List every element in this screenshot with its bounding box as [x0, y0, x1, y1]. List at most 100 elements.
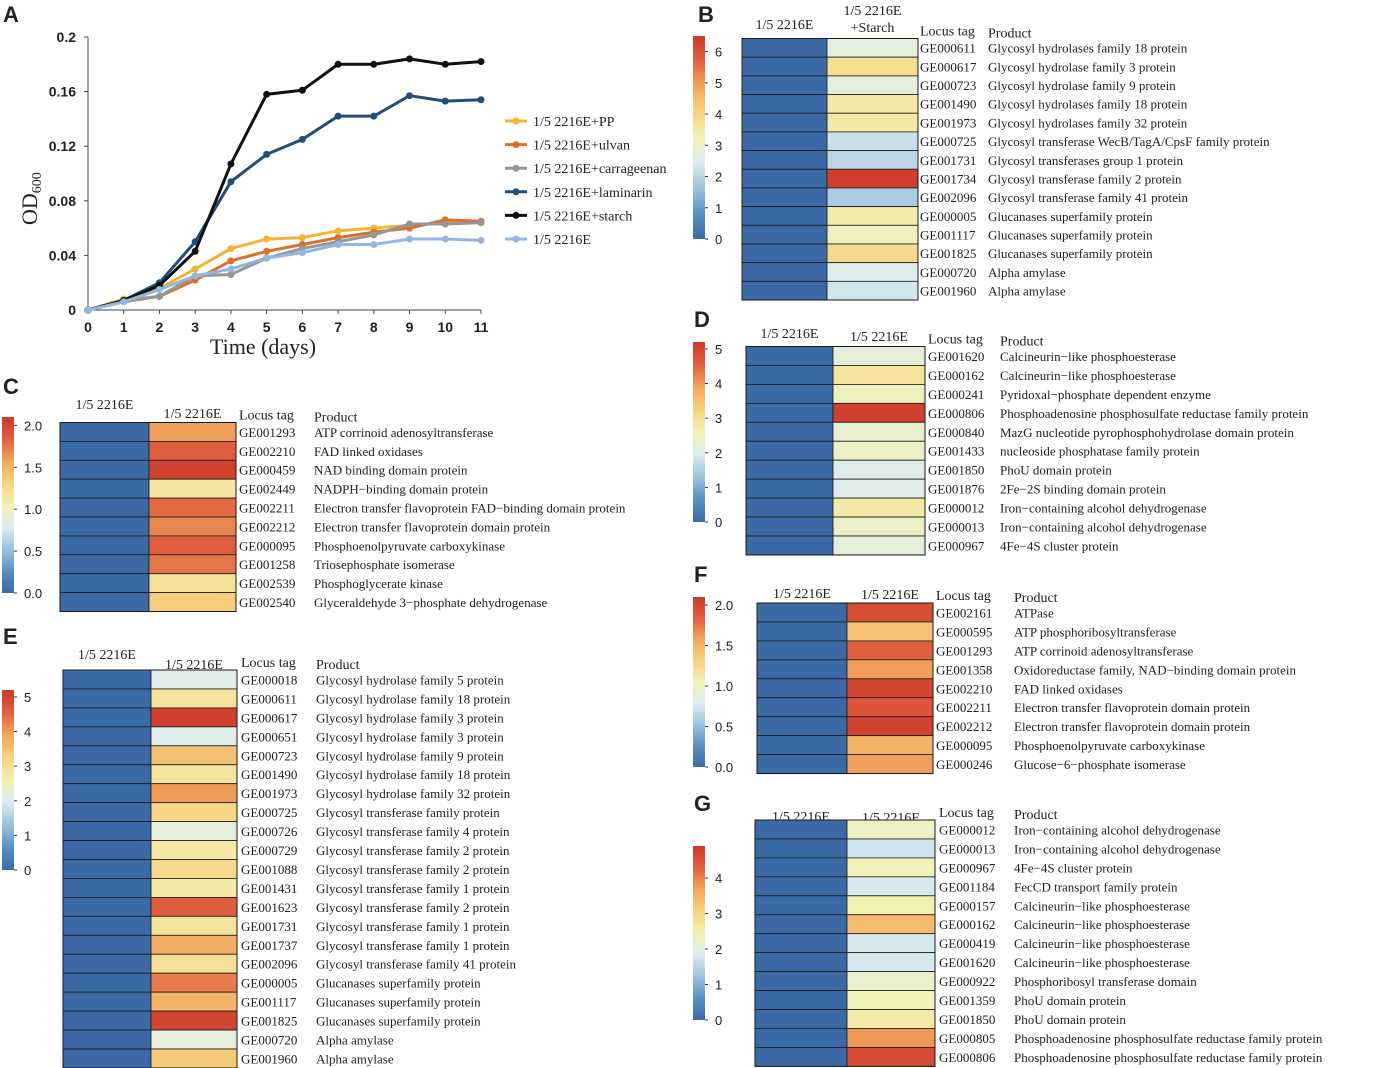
heatmap-cell	[826, 94, 919, 114]
y-tick-label: 0.08	[49, 193, 76, 209]
column-header-treatment-substrate: +Starch	[851, 21, 895, 36]
heatmap-cell	[754, 838, 848, 859]
legend-marker	[512, 141, 520, 149]
data-point	[263, 150, 271, 158]
panel-a: A 0 0.04 0.08 0.12 0.16 0.2 0 1 2 3 4 5 6 7 8 9 10 11 Time …	[3, 2, 666, 359]
heatmap-cell	[832, 535, 926, 556]
y-tick-label: 0.12	[49, 138, 76, 154]
row-product: Glycosyl transferase family 2 protein	[316, 843, 510, 858]
row-locus-tag: GE001620	[939, 955, 995, 970]
row-locus-tag: GE000967	[928, 538, 985, 553]
row-locus-tag: GE001293	[936, 643, 992, 658]
heatmap-cell	[745, 402, 834, 423]
heatmap-cell	[741, 38, 828, 58]
row-locus-tag: GE001184	[939, 879, 995, 894]
data-point	[406, 55, 414, 63]
heatmap-cell	[754, 1047, 848, 1067]
x-tick-label: 7	[334, 319, 342, 335]
data-point	[406, 235, 414, 243]
heatmap-cell	[741, 187, 828, 208]
row-product: Glycosyl transferase family protein	[316, 805, 500, 820]
row-product: NAD binding domain protein	[314, 463, 468, 478]
row-locus-tag: GE000806	[928, 406, 985, 421]
row-product: Phosphoenolpyruvate carboxykinase	[314, 538, 505, 553]
heatmap-cell	[150, 897, 238, 917]
heatmap-cell	[62, 1010, 152, 1031]
heatmap-cell	[62, 934, 152, 955]
row-product: Glycosyl transferase family 2 protein	[988, 171, 1182, 186]
x-tick-label: 3	[191, 319, 199, 335]
heatmap-cell	[846, 735, 934, 756]
row-product: Glycosyl transferase WecB/TagA/CpsF fami…	[988, 134, 1270, 149]
product-header: Product	[1000, 335, 1044, 350]
row-locus-tag: GE001623	[241, 900, 297, 915]
row-product: Pyridoxal−phosphate dependent enzyme	[1000, 387, 1211, 402]
heatmap-cell	[150, 1029, 238, 1050]
row-locus-tag: GE000651	[241, 729, 297, 744]
heatmap-cell	[745, 497, 834, 518]
row-locus-tag: GE001358	[936, 662, 992, 677]
heatmap-cell	[846, 933, 936, 954]
row-product: Phosphoribosyl transferase domain	[1014, 974, 1197, 989]
data-point	[191, 265, 199, 273]
heatmap-cell	[846, 895, 936, 916]
data-point	[406, 220, 414, 228]
row-product: Glycosyl hydrolase family 9 protein	[316, 748, 504, 763]
heatmap-cell	[754, 933, 848, 954]
row-locus-tag: GE000805	[939, 1031, 995, 1046]
heatmap-cell	[754, 857, 848, 878]
heatmap-cell	[756, 678, 848, 699]
row-product: Glycosyl hydrolase family 9 protein	[988, 78, 1176, 93]
row-locus-tag: GE001731	[241, 919, 297, 934]
heatmap-cell	[846, 602, 934, 623]
panel-label-c: C	[3, 374, 19, 399]
row-product: nucleoside phosphatase family protein	[1000, 444, 1200, 459]
color-scale-label: 4	[24, 725, 31, 740]
legend-marker	[512, 117, 520, 125]
heatmap-cell	[59, 459, 150, 480]
column-header-control: 1/5 2216E	[78, 648, 136, 663]
color-scale-label: 0.5	[24, 544, 42, 559]
row-locus-tag: GE000095	[936, 738, 992, 753]
legend-label: 1/5 2216E+PP	[533, 115, 615, 130]
heatmap-cell	[846, 716, 934, 737]
heatmap-cell	[756, 697, 848, 718]
legend-label: 1/5 2216E+laminarin	[533, 186, 653, 201]
heatmap-cell	[150, 953, 238, 974]
row-product: Electron transfer flavoprotein FAD−bindi…	[314, 501, 626, 516]
heatmap-border	[741, 38, 919, 301]
heatmap-cell	[756, 602, 848, 623]
heatmap-cell	[741, 206, 828, 226]
series-2	[84, 219, 485, 314]
legend-label: 1/5 2216E+starch	[533, 209, 632, 224]
heatmap-cell	[150, 840, 238, 860]
row-product: NADPH−binding domain protein	[314, 482, 489, 497]
row-product: MazG nucleotide pyrophosphohydrolase dom…	[1000, 425, 1294, 440]
data-point	[263, 90, 271, 98]
row-product: Glycosyl hydrolase family 5 protein	[316, 672, 504, 687]
data-point	[370, 231, 378, 239]
column-header-control: 1/5 2216E	[756, 18, 814, 33]
heatmap-cell	[826, 243, 919, 264]
data-point	[191, 247, 199, 255]
heatmap-cell	[150, 991, 238, 1012]
row-locus-tag: GE002539	[239, 576, 295, 591]
data-point	[406, 92, 414, 100]
row-locus-tag: GE001490	[241, 767, 297, 782]
row-locus-tag: GE002540	[239, 595, 295, 610]
row-product: Glycosyl hydrolases family 32 protein	[988, 115, 1188, 130]
heatmap-cell	[59, 497, 150, 518]
series-4	[84, 55, 485, 314]
heatmap-cell	[148, 497, 237, 518]
data-point	[441, 220, 449, 228]
row-locus-tag: GE001850	[928, 463, 984, 478]
color-scale-label: 3	[715, 138, 722, 153]
row-product: FecCD transport family protein	[1014, 879, 1178, 894]
heatmap-cell	[741, 112, 828, 133]
heatmap-cell	[148, 422, 237, 442]
heatmap-cell	[148, 573, 237, 594]
row-product: Iron−containing alcohol dehydrogenase	[1014, 841, 1221, 856]
heatmap-cell	[846, 754, 934, 774]
